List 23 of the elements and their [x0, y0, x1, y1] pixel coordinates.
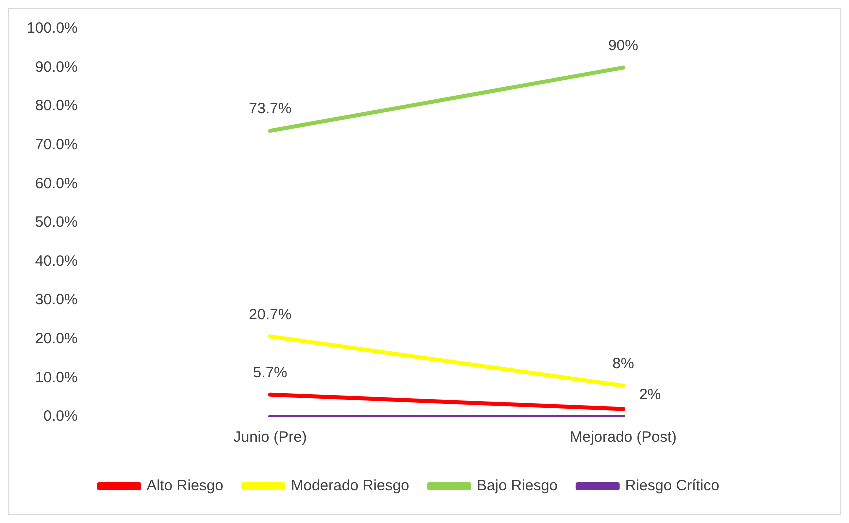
y-tick-label: 90.0% — [35, 58, 78, 76]
legend-label: Alto Riesgo — [146, 478, 224, 495]
y-tick-label: 0.0% — [44, 408, 78, 426]
legend-label: Moderado Riesgo — [291, 478, 410, 495]
legend-label: Riesgo Crítico — [625, 478, 720, 495]
x-tick-label: Mejorado (Post) — [570, 429, 677, 446]
y-tick-label: 80.0% — [35, 98, 78, 115]
y-tick-label: 20.0% — [35, 330, 78, 348]
x-tick-label: Junio (Pre) — [234, 429, 308, 446]
y-tick-label: 100.0% — [27, 20, 78, 38]
y-tick-label: 60.0% — [35, 175, 78, 192]
data-label: 2% — [639, 386, 662, 404]
data-label: 5.7% — [253, 364, 288, 382]
y-tick-label: 30.0% — [35, 292, 78, 309]
legend-label: Bajo Riesgo — [477, 478, 558, 495]
data-label: 90% — [608, 37, 638, 54]
y-tick-label: 10.0% — [35, 369, 78, 386]
data-label: 8% — [612, 356, 634, 373]
data-label: 73.7% — [249, 100, 292, 118]
y-tick-label: 40.0% — [35, 252, 78, 270]
y-tick-label: 70.0% — [35, 136, 78, 154]
data-label: 20.7% — [249, 306, 292, 324]
y-tick-label: 50.0% — [35, 214, 78, 232]
